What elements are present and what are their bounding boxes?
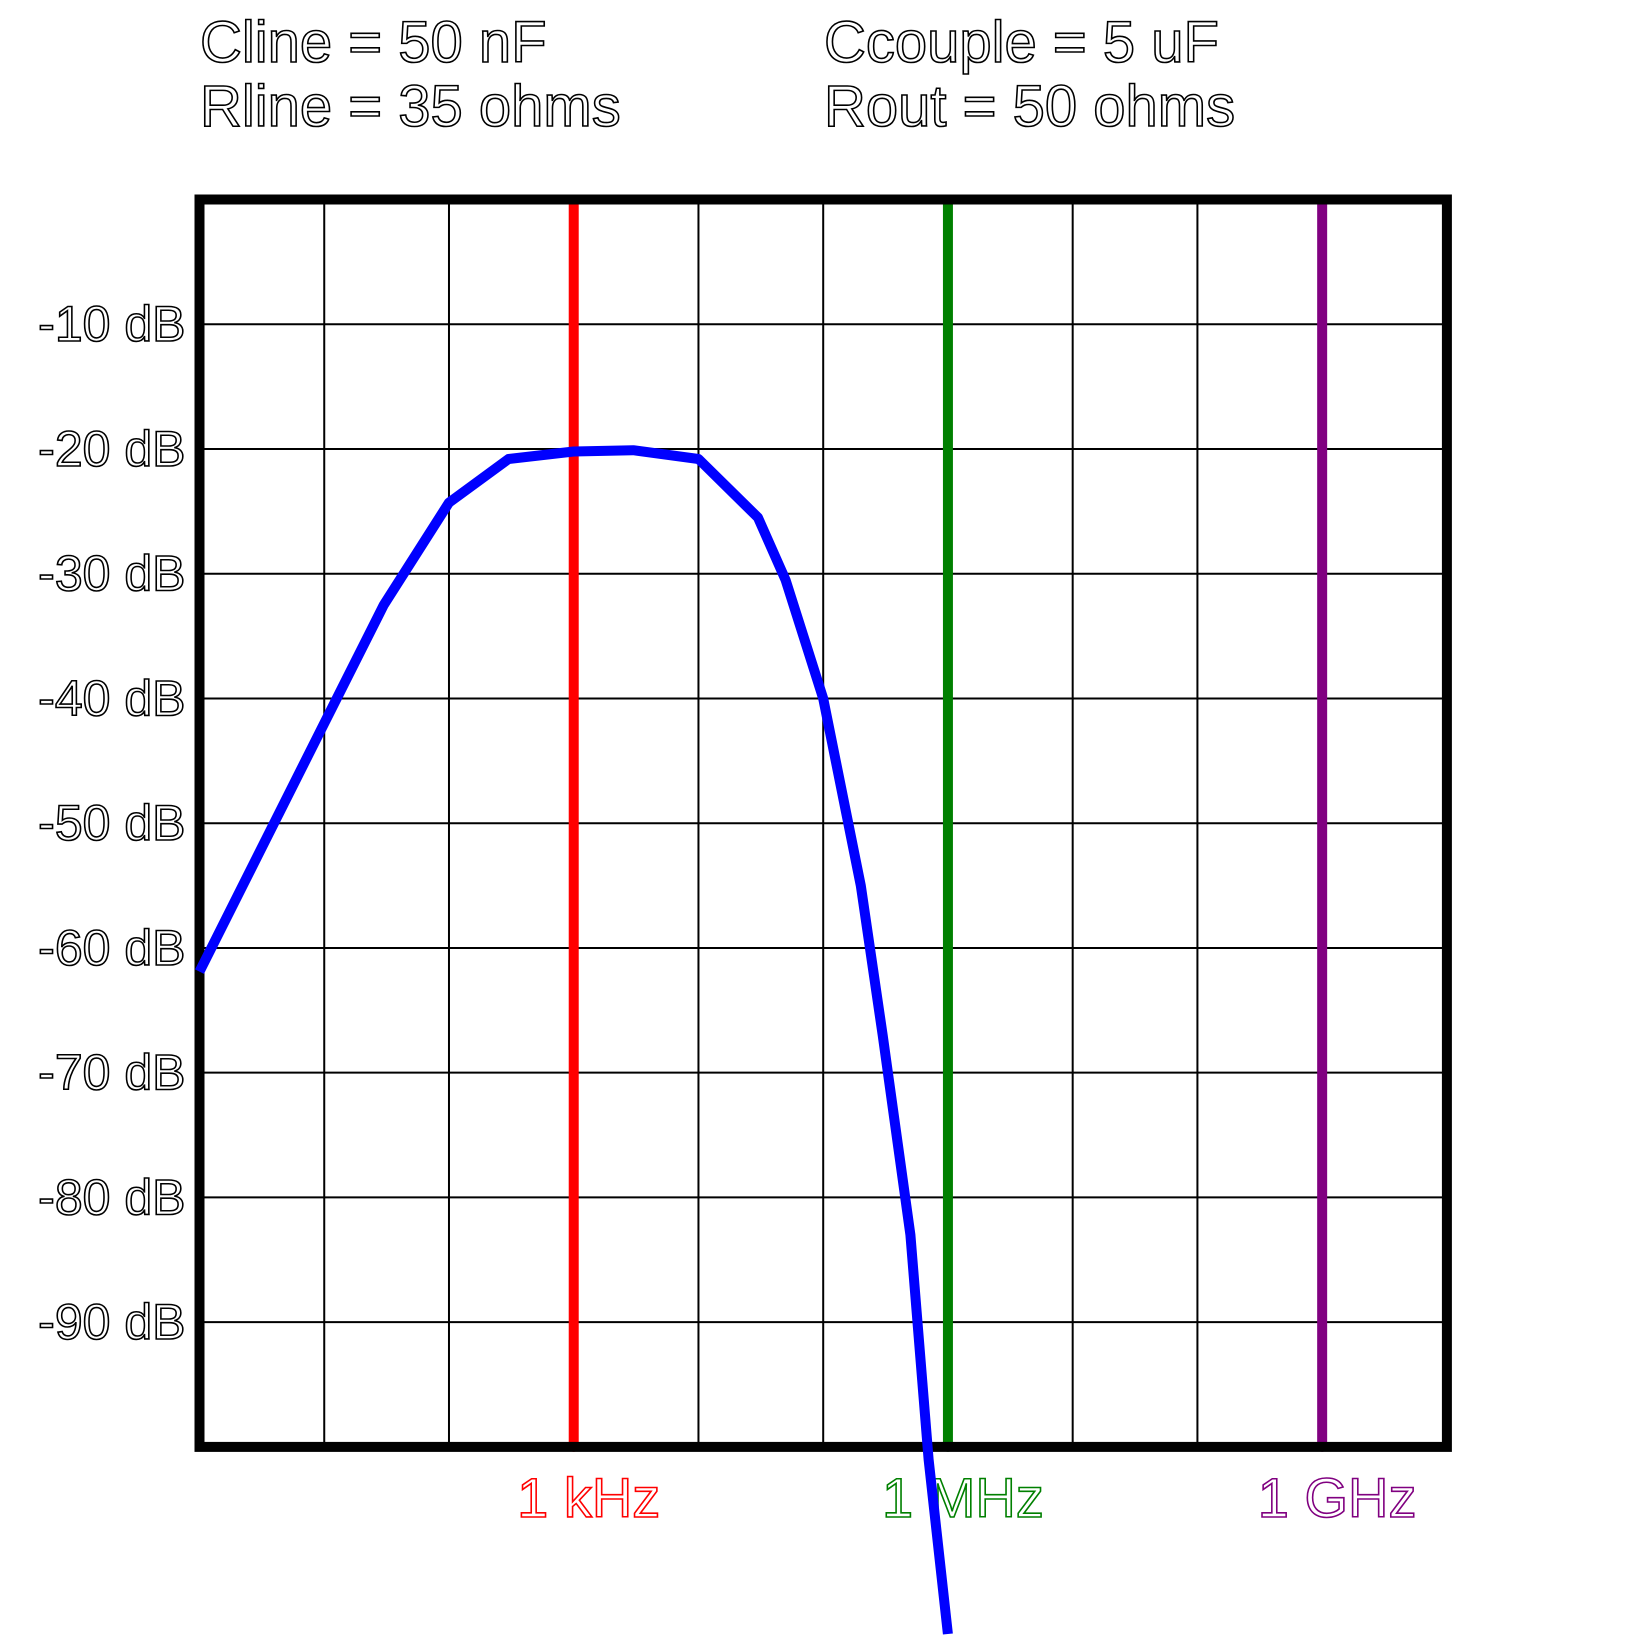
y-tick-label: -20 dB [38,421,185,477]
annotation: Ccouple = 5 uF [824,10,1219,75]
y-tick-label: -40 dB [38,670,185,726]
y-tick-label: -50 dB [38,795,185,851]
x-tick-label: 1 kHz [517,1466,660,1529]
annotation: Rout = 50 ohms [824,74,1235,139]
plot-frame [194,194,1452,1452]
x-tick-label: 1 GHz [1258,1466,1417,1529]
annotation: Cline = 50 nF [200,10,547,75]
y-tick-label: -90 dB [38,1294,185,1350]
y-tick-label: -30 dB [38,546,185,602]
x-tick-label: 1 MHz [882,1466,1044,1529]
y-tick-label: -80 dB [38,1169,185,1225]
response-curve [195,445,953,1635]
y-tick-label: -70 dB [38,1045,185,1101]
annotation: Rline = 35 ohms [200,74,621,139]
y-tick-label: -10 dB [38,296,185,352]
y-tick-label: -60 dB [38,920,185,976]
